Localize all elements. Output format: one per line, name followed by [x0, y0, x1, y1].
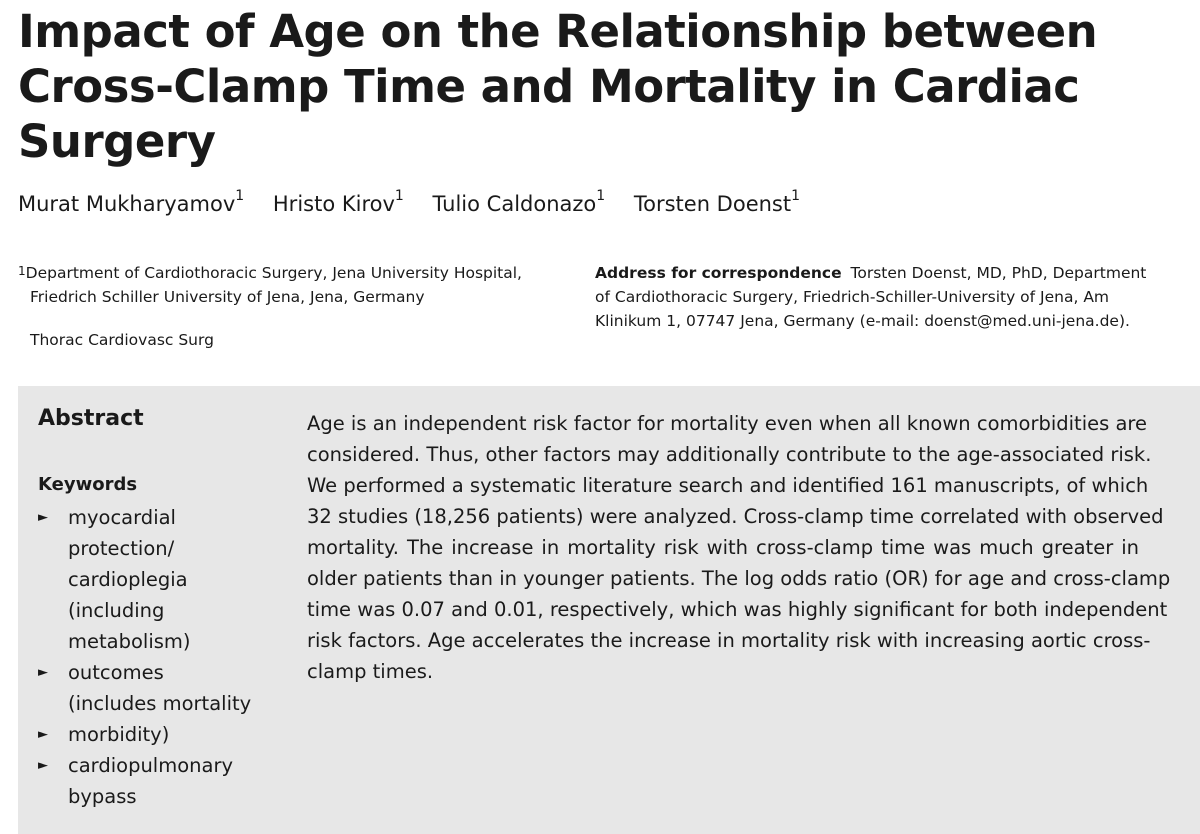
keyword-line: cardioplegia	[68, 568, 188, 591]
keywords-heading: Keywords	[38, 474, 138, 495]
author-affiliation-mark: 1	[596, 188, 606, 204]
keyword-item: ► cardiopulmonary bypass	[38, 750, 278, 812]
author: Tulio Caldonazo1	[432, 189, 606, 216]
keyword-item: ► morbidity)	[38, 719, 278, 750]
author-name: Hristo Kirov	[272, 192, 395, 216]
arrow-bullet-icon: ►	[38, 665, 48, 680]
abstract-line: considered. Thus, other factors may addi…	[307, 443, 1152, 466]
title-line: Cross-Clamp Time and Mortality in Cardia…	[18, 60, 1080, 113]
keyword-item: ► outcomes (includes mortality	[38, 657, 278, 719]
abstract-line: clamp times.	[307, 660, 434, 683]
abstract-line: We performed a systematic literature sea…	[307, 474, 1149, 497]
author-affiliation-mark: 1	[394, 188, 404, 204]
keyword-line: outcomes	[68, 661, 164, 684]
keyword-line: myocardial	[68, 506, 176, 529]
keyword-line: (including	[68, 599, 165, 622]
affiliation: 1Department of Cardiothoracic Surgery, J…	[18, 261, 578, 309]
keyword-line: protection/	[68, 537, 175, 560]
affiliation-mark: 1	[18, 264, 26, 278]
title-line: Surgery	[18, 115, 216, 168]
correspondence-text: Torsten Doenst, MD, PhD, Department	[850, 264, 1147, 282]
correspondence-line: Klinikum 1, 07747 Jena, Germany (e-mail:…	[595, 312, 1130, 330]
correspondence-label: Address for correspondence	[595, 264, 842, 282]
abstract-line: risk factors. Age accelerates the increa…	[307, 629, 1151, 652]
abstract-heading: Abstract	[38, 406, 144, 431]
journal-name: Thorac Cardiovasc Surg	[30, 331, 214, 349]
abstract-line: older patients than in younger patients.…	[307, 567, 1171, 590]
correspondence-line: of Cardiothoracic Surgery, Friedrich-Sch…	[595, 288, 1110, 306]
affiliation-line: 1Department of Cardiothoracic Surgery, J…	[18, 261, 578, 285]
article-title: Impact of Age on the Relationship betwee…	[18, 4, 1098, 169]
keyword-list: ► myocardial protection/ cardioplegia (i…	[38, 502, 278, 812]
author-name: Murat Mukharyamov	[18, 192, 236, 216]
affiliation-text: Department of Cardiothoracic Surgery, Je…	[25, 264, 522, 282]
abstract-line: time was 0.07 and 0.01, respectively, wh…	[307, 598, 1168, 621]
affiliation-line: Friedrich Schiller University of Jena, J…	[30, 288, 425, 306]
abstract-line: 32 studies (18,256 patients) were analyz…	[307, 505, 1164, 528]
author-name: Tulio Caldonazo	[432, 192, 597, 216]
correspondence-line: Address for correspondence Torsten Doens…	[595, 261, 1185, 285]
title-line: Impact of Age on the Relationship betwee…	[18, 5, 1098, 58]
arrow-bullet-icon: ►	[38, 727, 48, 742]
abstract-line: Age is an independent risk factor for mo…	[307, 412, 1148, 435]
keyword-line: (includes mortality	[68, 692, 252, 715]
arrow-bullet-icon: ►	[38, 510, 48, 525]
author: Murat Mukharyamov1	[18, 189, 244, 216]
abstract-line: mortality. The increase in mortality ris…	[307, 536, 1139, 559]
abstract-text: Age is an independent risk factor for mo…	[307, 408, 1171, 687]
author: Hristo Kirov1	[272, 189, 404, 216]
keyword-line: morbidity)	[68, 723, 170, 746]
correspondence-address: Address for correspondence Torsten Doens…	[595, 261, 1185, 333]
keyword-line: metabolism)	[68, 630, 191, 653]
author: Torsten Doenst1	[633, 189, 800, 216]
abstract-box: Abstract Keywords ► myocardial protectio…	[18, 386, 1200, 834]
arrow-bullet-icon: ►	[38, 758, 48, 773]
keyword-line: cardiopulmonary	[68, 754, 234, 777]
author-list: Murat Mukharyamov1 Hristo Kirov1 Tulio C…	[18, 189, 822, 216]
author-affiliation-mark: 1	[791, 188, 801, 204]
author-affiliation-mark: 1	[235, 188, 245, 204]
keyword-item: ► myocardial protection/ cardioplegia (i…	[38, 502, 278, 657]
keyword-line: bypass	[68, 785, 137, 808]
author-name: Torsten Doenst	[633, 192, 792, 216]
